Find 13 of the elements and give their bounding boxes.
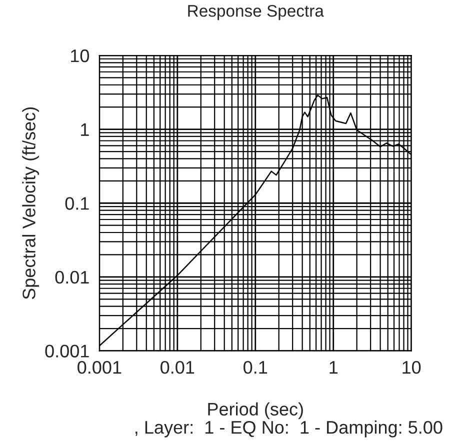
x-tick-label: 10 <box>402 360 421 374</box>
y-tick-label: 0.01 <box>55 270 89 284</box>
x-axis-title: Period (sec) <box>208 402 303 420</box>
text: , Layer: 1 - EQ No: 1 - Damping: 5.00 <box>136 420 442 438</box>
chart-title: Response Spectra <box>188 4 324 20</box>
y-tick-label: 1 <box>81 123 89 136</box>
x-tick-label: 0.01 <box>160 360 194 374</box>
y-tick-label: 10 <box>71 49 90 62</box>
y-tick-label: 0.001 <box>45 344 89 358</box>
y-tick-label: 0.1 <box>65 197 89 210</box>
y-axis-title: Spectral Velocity (ft/sec) <box>22 107 39 300</box>
x-tick-label: 0.1 <box>244 360 268 374</box>
x-tick-label: 1 <box>330 361 338 374</box>
